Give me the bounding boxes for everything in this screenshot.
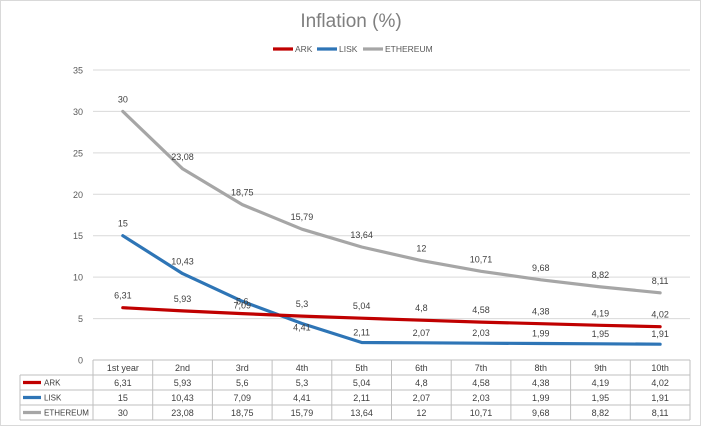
data-label-ethereum: 15,79 [291,212,314,222]
table-cell: 5,3 [296,378,309,388]
table-category-label: 10th [651,363,669,373]
data-label-ethereum: 8,11 [652,276,669,286]
series-line-lisk [123,236,660,345]
data-label-ark: 4,38 [532,307,550,317]
data-label-lisk: 15 [118,219,128,229]
table-cell: 9,68 [532,408,550,418]
table-cell: 4,41 [293,393,311,403]
table-cell: 30 [118,408,128,418]
table-category-label: 6th [415,363,428,373]
table-cell: 1,95 [592,393,610,403]
data-label-ark: 6,31 [114,291,132,301]
table-cell: 13,64 [350,408,373,418]
chart-title: Inflation (%) [300,11,401,32]
data-label-ark: 5,93 [174,294,192,304]
data-label-lisk: 2,03 [472,328,490,338]
data-label-ark: 5,04 [353,301,371,311]
table-category-label: 2nd [175,363,190,373]
data-label-ethereum: 9,68 [532,263,550,273]
data-label-ethereum: 8,82 [592,270,610,280]
y-tick-label: 30 [73,107,83,117]
table-cell: 15,79 [291,408,314,418]
legend: ARK LISK ETHEREUM [273,44,433,54]
y-tick-label: 20 [73,190,83,200]
table-series-name: LISK [44,394,62,403]
series-line-ark [123,308,660,327]
table-cell: 1,99 [532,393,550,403]
data-table: 1st year 2nd 3rd 4th 5th 6th 7th 8th 9th 10th ARK 6… [20,360,690,420]
series-line-ethereum [123,111,660,292]
table-category-label: 8th [534,363,547,373]
table-cell: 4,19 [592,378,610,388]
table-cell: 2,11 [353,393,370,403]
data-label-ark: 4,19 [592,308,610,318]
y-tick-label: 0 [78,356,83,366]
data-label-ethereum: 13,64 [350,230,373,240]
table-series-name: ARK [44,379,61,388]
table-category-label: 7th [475,363,488,373]
data-label-ethereum: 23,08 [171,152,194,162]
table-cell: 12 [416,408,426,418]
y-tick-label: 5 [78,314,83,324]
table-series-name: ETHEREUM [44,409,89,418]
legend-label: ETHEREUM [385,44,433,54]
y-axis: 0 5 10 15 20 25 30 35 [73,66,83,366]
table-cell: 4,02 [651,378,669,388]
series-lines [123,111,661,344]
y-tick-label: 10 [73,273,83,283]
table-category-label: 3rd [236,363,249,373]
data-label-lisk: 1,99 [532,329,550,339]
table-cell: 4,38 [532,378,550,388]
table-cell: 7,09 [233,393,251,403]
data-label-lisk: 2,11 [353,328,370,338]
table-cell: 18,75 [231,408,254,418]
table-cell: 8,82 [592,408,610,418]
legend-label: LISK [339,44,358,54]
y-tick-label: 35 [73,66,83,76]
data-label-ark: 4,02 [651,310,669,320]
y-tick-label: 25 [73,148,83,158]
data-label-lisk: 10,43 [171,257,194,267]
data-label-ark: 5,3 [296,299,309,309]
data-label-ethereum: 30 [118,94,128,104]
table-cell: 15 [118,393,128,403]
data-label-lisk: 4,41 [293,322,311,332]
data-label-ethereum: 10,71 [470,254,493,264]
data-label-ark: 4,8 [415,303,428,313]
data-label-ethereum: 12 [416,244,426,254]
table-cell: 5,6 [236,378,249,388]
table-cell: 1,91 [651,393,669,403]
table-cell: 23,08 [171,408,194,418]
table-cell: 4,8 [415,378,428,388]
table-category-label: 4th [296,363,309,373]
table-category-label: 1st year [107,363,139,373]
data-label-ethereum: 18,75 [231,188,254,198]
legend-label: ARK [295,44,313,54]
data-label-lisk: 1,91 [651,329,669,339]
table-cell: 8,11 [652,408,669,418]
table-category-label: 9th [594,363,607,373]
table-cell: 5,04 [353,378,371,388]
table-cell: 10,43 [171,393,194,403]
data-label-ark: 4,58 [472,305,490,315]
table-cell: 6,31 [114,378,132,388]
table-category-label: 5th [355,363,368,373]
table-cell: 2,03 [472,393,490,403]
table-cell: 4,58 [472,378,490,388]
data-label-lisk: 7,09 [233,300,251,310]
legend-item-ethereum: ETHEREUM [363,44,433,54]
table-cell: 5,93 [174,378,192,388]
legend-item-lisk: LISK [317,44,358,54]
y-tick-label: 15 [73,231,83,241]
table-cell: 2,07 [413,393,431,403]
table-cell: 10,71 [470,408,493,418]
data-label-lisk: 1,95 [592,329,610,339]
legend-item-ark: ARK [273,44,313,54]
data-label-lisk: 2,07 [413,328,431,338]
